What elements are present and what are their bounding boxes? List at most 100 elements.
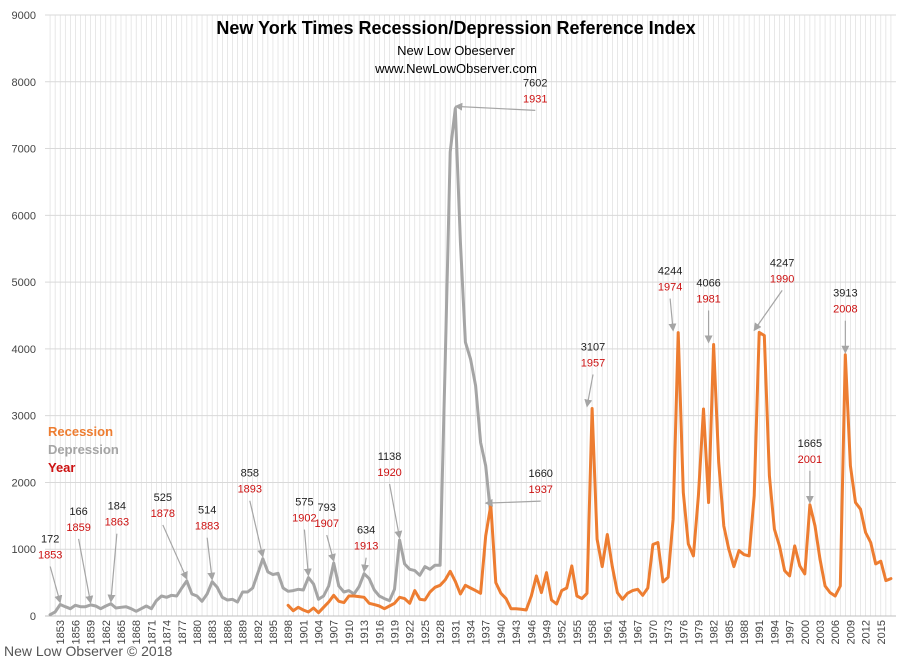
x-tick-label: 1904 [314,620,326,644]
legend-recession: Recession [48,424,113,439]
y-tick-label: 4000 [12,344,36,356]
x-tick-label: 1979 [693,620,705,644]
annotation-arrow [206,537,216,581]
x-tick-label: 2006 [830,620,842,644]
x-tick-label: 1991 [754,620,766,644]
x-tick-label: 1922 [405,620,417,644]
annotation-year: 1931 [523,93,547,105]
annotation-year: 1902 [292,513,316,525]
annotation-arrow [162,524,188,580]
annotation-year: 1878 [151,508,175,520]
x-tick-label: 1943 [511,620,523,644]
annotation-arrow [361,557,370,573]
x-tick-label: 1931 [450,620,462,644]
annotation-year: 1990 [770,273,794,285]
x-tick-label: 1901 [298,620,310,644]
series [48,106,893,617]
x-tick-label: 1868 [131,620,143,644]
x-tick-label: 1880 [192,620,204,644]
annotation-value: 4066 [696,277,720,289]
x-tick-label: 1940 [496,620,508,644]
x-tick-label: 1919 [390,620,402,644]
annotation-year: 1920 [377,467,401,479]
y-tick-label: 0 [30,611,36,623]
annotation-arrow [77,538,94,604]
annotation-value: 184 [108,501,126,513]
footer-copyright: New Low Observer © 2018 [4,643,172,659]
grid [45,14,896,617]
x-tick-label: 1988 [739,620,751,644]
chart-subtitle-2: www.NewLowObserver.com [374,61,537,76]
annotation-arrow [107,533,118,603]
annotation-arrow [303,529,312,577]
annotation-value: 1138 [378,451,402,463]
x-tick-label: 1937 [481,620,493,644]
x-tick-label: 2015 [876,620,888,644]
annotation-year: 1957 [581,358,605,370]
annotation-arrow [753,290,783,332]
x-tick-label: 1928 [435,620,447,644]
x-tick-label: 1946 [526,620,538,644]
x-tick-label: 1874 [162,620,174,644]
y-tick-label: 7000 [12,144,36,156]
annotation-arrow [388,483,403,539]
x-tick-label: 1898 [283,620,295,644]
annotation-year: 1913 [354,541,378,553]
x-tick-label: 2009 [845,620,857,644]
annotation-value: 3107 [581,342,605,354]
annotation-arrow [249,500,266,558]
annotation-year: 2001 [798,454,822,466]
annotation-value: 3913 [833,288,857,300]
annotation-arrow [49,566,63,604]
depression-series-line [48,106,493,617]
x-tick-label: 1883 [207,620,219,644]
x-tick-label: 1961 [602,620,614,644]
x-tick-label: 1964 [617,620,629,644]
annotation-value: 1665 [798,438,822,450]
x-tick-label: 1970 [648,620,660,644]
annotation-year: 1974 [658,282,682,294]
x-tick-label: 1853 [55,620,67,644]
x-tick-label: 1973 [663,620,675,644]
x-tick-label: 1892 [253,620,265,644]
annotation-year: 1859 [66,522,90,534]
y-tick-label: 5000 [12,277,36,289]
annotation-year: 1937 [528,484,552,496]
annotation-year: 1981 [696,293,720,305]
annotation-value: 514 [198,505,216,517]
x-tick-label: 1910 [344,620,356,644]
recession-series-line [286,330,893,615]
x-tick-label: 1958 [587,620,599,644]
axes: 0 1000 2000 3000 4000 5000 6000 7000 8000 9000 185… [12,10,896,644]
annotations: 172 1853 166 1859 184 1863 525 1878 514 1883 858 18… [38,77,858,604]
x-tick-label: 1886 [222,620,234,644]
annotation-arrow [668,298,677,332]
x-tick-label: 1967 [633,620,645,644]
annotation-arrow [454,102,536,111]
annotation-arrow [484,498,541,507]
x-tick-label: 1859 [86,620,98,644]
x-tick-label: 1895 [268,620,280,644]
annotation-value: 4247 [770,257,794,269]
y-tick-label: 9000 [12,10,36,22]
y-tick-label: 3000 [12,411,36,423]
annotation-year: 1883 [195,521,219,533]
annotation-year: 1853 [38,550,62,562]
annotation-year: 2008 [833,304,857,316]
x-tick-label: 1862 [101,620,113,644]
x-tick-label: 1982 [709,620,721,644]
x-tick-label: 1865 [116,620,128,644]
y-tick-label: 2000 [12,477,36,489]
x-tick-label: 1976 [678,620,690,644]
annotation-value: 4244 [658,266,682,278]
annotation-year: 1893 [238,484,262,496]
x-tick-label: 1856 [70,620,82,644]
x-tick-label: 1934 [466,620,478,644]
annotation-arrow [326,534,336,563]
x-tick-label: 1916 [374,620,386,644]
x-tick-label: 1907 [329,620,341,644]
annotation-value: 525 [154,492,172,504]
annotation-value: 575 [295,497,313,509]
